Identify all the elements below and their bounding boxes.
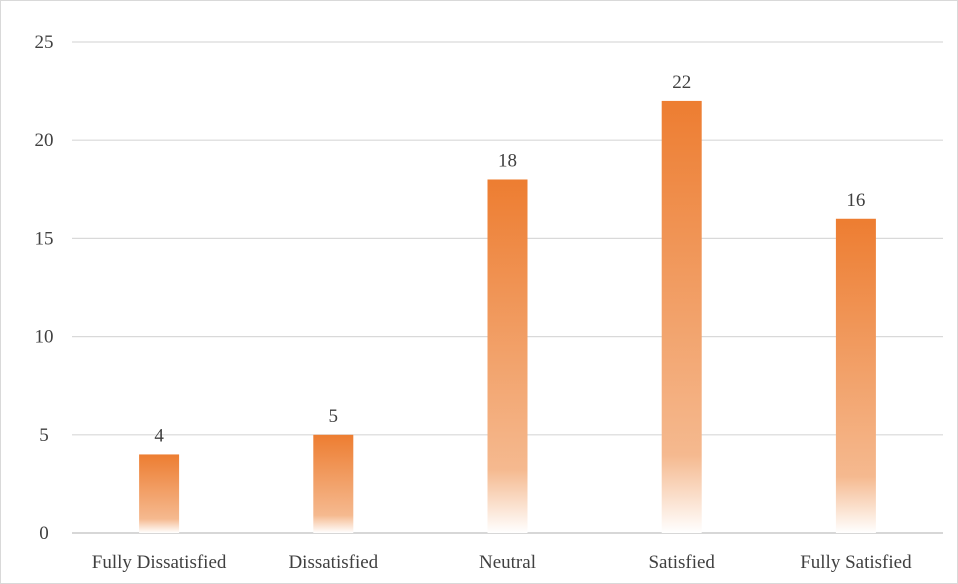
data-label: 4 bbox=[154, 425, 164, 446]
y-tick-label: 5 bbox=[39, 425, 49, 446]
data-label: 22 bbox=[672, 72, 691, 93]
bars bbox=[139, 100, 876, 534]
x-tick-label: Satisfied bbox=[648, 552, 715, 573]
x-tick-label: Fully Satisfied bbox=[800, 552, 912, 573]
gridlines bbox=[72, 41, 943, 534]
x-axis-ticks: Fully Dissatisfied Dissatisfied Neutral Sat… bbox=[92, 552, 912, 573]
y-tick-label: 25 bbox=[35, 32, 54, 53]
y-tick-label: 10 bbox=[35, 327, 54, 348]
data-label: 18 bbox=[498, 150, 517, 171]
data-label: 5 bbox=[329, 406, 339, 427]
y-tick-label: 20 bbox=[35, 130, 54, 151]
x-tick-label: Neutral bbox=[479, 552, 536, 573]
y-tick-label: 0 bbox=[39, 523, 49, 544]
x-tick-label: Dissatisfied bbox=[288, 552, 378, 573]
bar bbox=[661, 100, 702, 534]
y-axis-ticks: 0 5 10 15 20 25 bbox=[35, 32, 54, 544]
x-tick-label: Fully Dissatisfied bbox=[92, 552, 227, 573]
bar bbox=[139, 454, 180, 533]
bar bbox=[487, 179, 528, 534]
bar bbox=[313, 434, 354, 533]
data-label: 16 bbox=[846, 190, 865, 211]
data-labels: 4 5 18 22 16 bbox=[154, 72, 865, 447]
bar bbox=[835, 218, 876, 533]
y-tick-label: 15 bbox=[35, 228, 54, 249]
